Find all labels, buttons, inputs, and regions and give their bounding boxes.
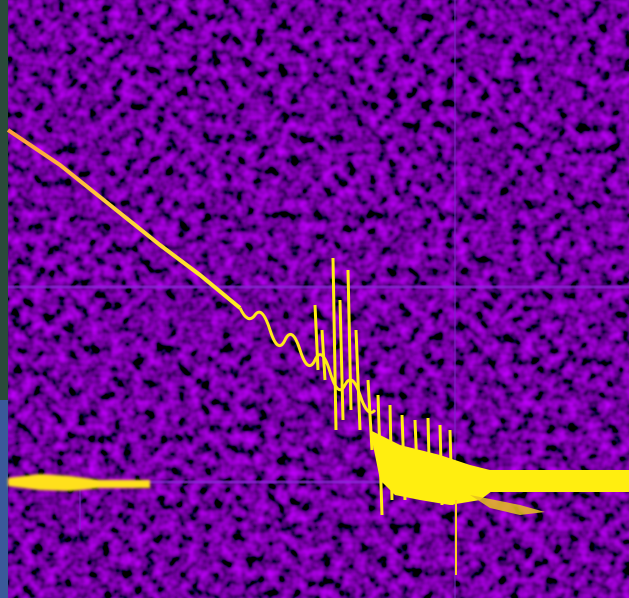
spectrogram-image xyxy=(0,0,629,598)
noise xyxy=(8,0,629,598)
tone-band xyxy=(455,470,629,492)
side-strip-lower xyxy=(0,400,8,598)
page xyxy=(0,0,629,598)
